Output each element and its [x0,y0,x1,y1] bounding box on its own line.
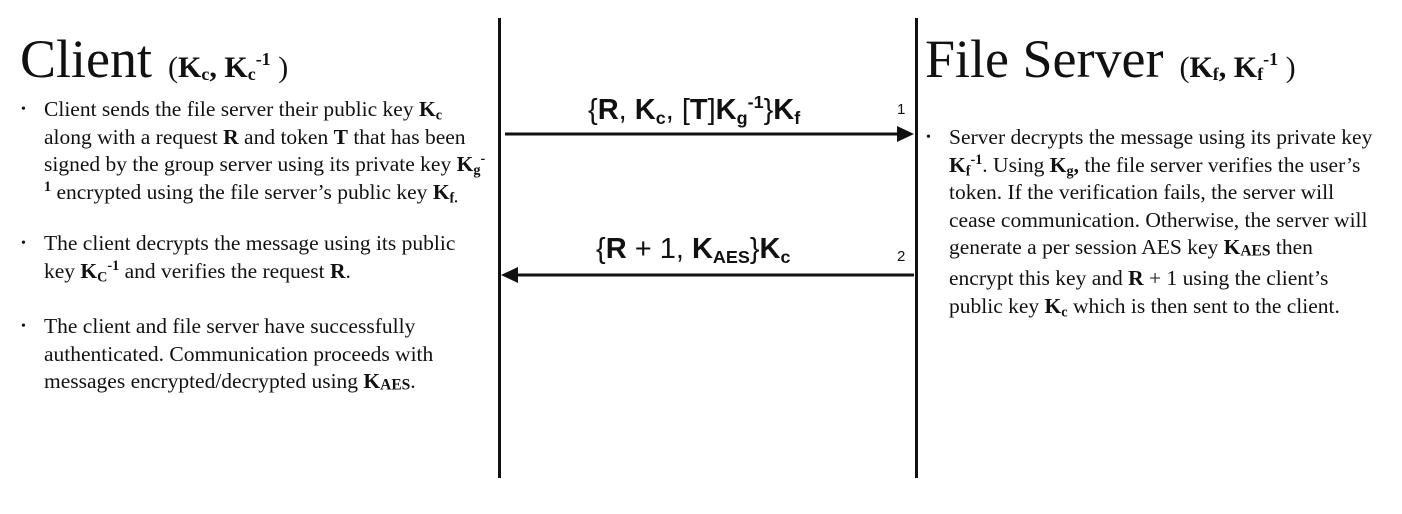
message-1-arrow [505,126,914,142]
client-step-1: • Client sends the file server their pub… [21,97,486,207]
client-steps: • Client sends the file server their pub… [20,96,490,399]
bullet-dot: • [21,102,26,117]
server-keys: (Kf, Kf-1 ) [1179,49,1296,84]
client-keys: (Kc, Kc-1 ) [168,49,289,84]
message-2-number: 2 [897,248,906,265]
client-step-3: • The client and file server have succes… [21,314,434,394]
client-lifeline [498,18,501,478]
message-1-label: {R, Kc, [T]Kg-1}Kf [588,92,801,129]
server-lifeline [915,18,918,478]
bullet-dot: • [21,319,26,334]
message-2-label: {R + 1, KAES}Kc [596,233,791,268]
client-title-text: Client [20,29,152,89]
server-title: File Server (Kf, Kf-1 ) [925,28,1296,90]
client-step-2: • The client decrypts the message using … [21,231,456,286]
client-title: Client (Kc, Kc-1 ) [20,28,288,90]
bullet-dot: • [21,236,26,251]
server-title-text: File Server [925,29,1164,89]
server-step-1: • Server decrypts the message using its … [926,125,1373,321]
message-2-arrow [501,267,914,283]
message-1-number: 1 [897,101,906,118]
bullet-dot: • [926,130,931,145]
server-steps: • Server decrypts the message using its … [925,124,1380,320]
